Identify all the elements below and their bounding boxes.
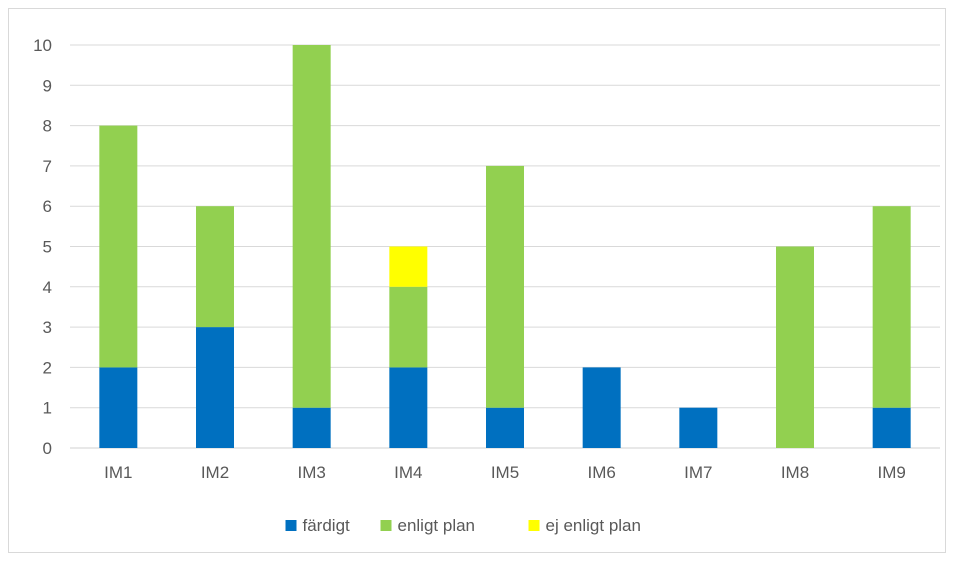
x-tick-label: IM6 xyxy=(587,463,615,482)
y-axis-ticks: 0 1 2 3 4 5 6 7 8 9 10 xyxy=(33,36,52,458)
legend: färdigt enligt plan ej enligt plan xyxy=(285,516,641,535)
bar-segment xyxy=(486,165,524,408)
legend-swatch xyxy=(285,520,297,531)
bar-segment xyxy=(196,206,234,328)
legend-swatch xyxy=(380,520,392,531)
y-tick-label: 8 xyxy=(43,117,52,136)
y-tick-label: 7 xyxy=(43,157,52,176)
bar-segment xyxy=(389,367,428,448)
bar-segment xyxy=(872,206,911,408)
bar-segment xyxy=(776,246,814,448)
bar-segment xyxy=(389,246,428,287)
y-tick-label: 2 xyxy=(43,358,52,377)
x-tick-label: IM1 xyxy=(104,463,132,482)
bar-segment xyxy=(486,407,524,448)
legend-label: enligt plan xyxy=(398,516,476,535)
y-tick-label: 9 xyxy=(43,76,52,95)
bar-segment xyxy=(99,367,138,448)
bars xyxy=(99,45,911,448)
x-tick-label: IM9 xyxy=(877,463,905,482)
x-tick-label: IM8 xyxy=(781,463,809,482)
x-axis-ticks: IM1 IM2 IM3 IM4 IM5 IM6 IM7 IM8 IM9 xyxy=(104,463,906,482)
bar-segment xyxy=(389,286,428,368)
y-tick-label: 0 xyxy=(43,439,52,458)
bar-segment xyxy=(196,327,234,448)
y-tick-label: 6 xyxy=(43,197,52,216)
y-tick-label: 3 xyxy=(43,318,52,337)
bar-segment xyxy=(99,125,138,368)
x-tick-label: IM3 xyxy=(297,463,325,482)
bar-segment xyxy=(292,45,331,408)
legend-label: ej enligt plan xyxy=(546,516,641,535)
y-tick-label: 5 xyxy=(43,238,52,257)
x-tick-label: IM4 xyxy=(394,463,422,482)
bar-segment xyxy=(872,407,911,448)
legend-label: färdigt xyxy=(303,516,351,535)
y-tick-label: 1 xyxy=(43,399,52,418)
bar-segment xyxy=(292,407,331,448)
bar-segment xyxy=(582,367,621,448)
y-tick-label: 4 xyxy=(43,278,52,297)
x-tick-label: IM7 xyxy=(684,463,712,482)
bar-segment xyxy=(679,407,718,448)
x-tick-label: IM5 xyxy=(491,463,519,482)
legend-swatch xyxy=(528,520,540,531)
x-tick-label: IM2 xyxy=(201,463,229,482)
y-tick-label: 10 xyxy=(33,36,52,55)
